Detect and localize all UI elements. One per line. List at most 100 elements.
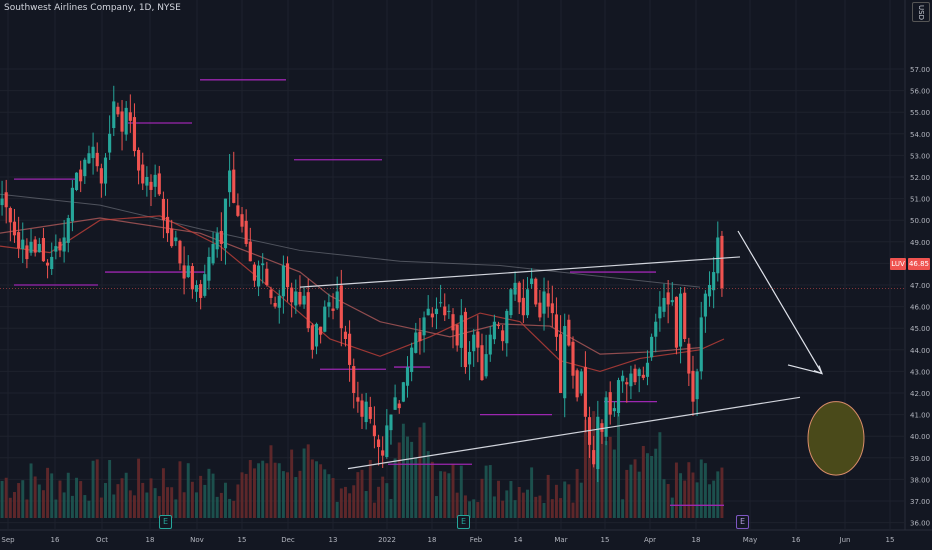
volume-bar: [104, 483, 107, 518]
x-tick-label: Feb: [470, 536, 483, 544]
candle-body: [554, 314, 559, 337]
candle-body: [174, 237, 178, 242]
y-tick-label: 46.00: [910, 304, 930, 312]
volume-bar: [153, 488, 157, 518]
volume-bar: [265, 463, 269, 518]
x-tick-label: 13: [329, 536, 338, 544]
candle-body: [492, 321, 496, 340]
volume-bar: [41, 490, 45, 518]
volume-bar: [58, 480, 62, 518]
volume-bar: [178, 461, 182, 518]
candle-body: [579, 371, 583, 394]
candle-body: [157, 173, 161, 195]
candle-body: [290, 287, 294, 303]
candle-body: [314, 323, 319, 347]
candle-body: [699, 317, 703, 372]
candle-body: [695, 371, 699, 400]
symbol-tag: LUV: [890, 258, 906, 270]
volume-bar: [252, 468, 256, 518]
volume-bar: [629, 464, 633, 518]
candle-body: [273, 302, 277, 307]
volume-bar: [195, 492, 198, 518]
candle-body: [467, 351, 472, 365]
candle-body: [596, 416, 600, 470]
candle-body: [161, 198, 165, 221]
candle-body: [583, 366, 587, 417]
volume-bar: [517, 486, 521, 518]
volume-bar: [29, 463, 33, 518]
volume-bar: [372, 502, 376, 518]
volume-bar: [70, 495, 74, 518]
volume-bar: [66, 472, 70, 518]
candle-body: [691, 370, 695, 402]
candle-body: [37, 243, 41, 253]
candle-body: [66, 218, 70, 243]
ma_short-line: [0, 215, 725, 373]
x-tick-label: Mar: [554, 536, 567, 544]
candle-body: [294, 291, 298, 306]
price-axis: [905, 0, 932, 550]
candle-body: [364, 401, 368, 423]
volume-bar: [327, 474, 331, 518]
volume-bar: [166, 487, 170, 518]
earnings-badge[interactable]: E: [457, 515, 470, 529]
volume-bar: [526, 489, 529, 518]
candle-body: [716, 237, 720, 274]
x-tick-label: Dec: [281, 536, 295, 544]
volume-bar: [604, 440, 608, 518]
volume-bar: [99, 497, 103, 518]
volume-bar: [207, 468, 211, 518]
volume-bar: [401, 423, 405, 518]
volume-bar: [534, 496, 538, 518]
candle-body: [621, 375, 625, 382]
candle-body: [662, 297, 666, 312]
candle-body: [521, 297, 525, 316]
volume-bar: [323, 469, 327, 518]
earnings-badge[interactable]: E: [159, 515, 172, 529]
volume-bar: [381, 476, 385, 518]
candle-body: [538, 302, 542, 318]
candle-body: [559, 334, 563, 393]
candle-body: [443, 306, 447, 316]
volume-bar: [699, 459, 703, 518]
candle-body: [612, 408, 616, 412]
candle-body: [641, 374, 645, 378]
candle-body: [430, 313, 434, 318]
currency-badge[interactable]: USD: [912, 2, 930, 22]
volume-bar: [352, 485, 356, 518]
volume-bar: [637, 471, 641, 518]
y-tick-label: 56.00: [910, 88, 930, 96]
candle-body: [50, 256, 54, 270]
volume-bar: [17, 483, 21, 518]
candle-body: [422, 317, 426, 336]
volume-bar: [583, 419, 587, 518]
volume-bar: [563, 481, 567, 518]
candle-body: [331, 308, 335, 311]
volume-bar: [302, 448, 306, 518]
candle-body: [546, 293, 550, 307]
volume-bar: [451, 463, 455, 518]
volume-bar: [281, 471, 285, 518]
volume-bar: [559, 498, 563, 518]
earnings-badge[interactable]: E: [736, 515, 749, 529]
volume-bar: [480, 478, 484, 518]
volume-bar: [418, 427, 422, 518]
volume-bar: [509, 481, 513, 518]
candle-body: [186, 265, 190, 278]
volume-bar: [447, 473, 451, 518]
volume-bar: [459, 465, 463, 518]
candle-body: [112, 101, 116, 129]
volume-bar: [145, 492, 149, 518]
candle-body: [285, 263, 290, 288]
candle-body: [459, 315, 463, 348]
volume-bar: [422, 422, 426, 518]
candle-body: [372, 425, 376, 437]
volume-bar: [364, 490, 368, 518]
y-tick-label: 43.00: [910, 368, 930, 376]
y-tick-label: 52.00: [910, 174, 930, 182]
volume-bar: [670, 497, 674, 518]
volume-bar: [257, 463, 261, 518]
candle-body: [323, 306, 327, 332]
volume-bar: [62, 492, 66, 518]
